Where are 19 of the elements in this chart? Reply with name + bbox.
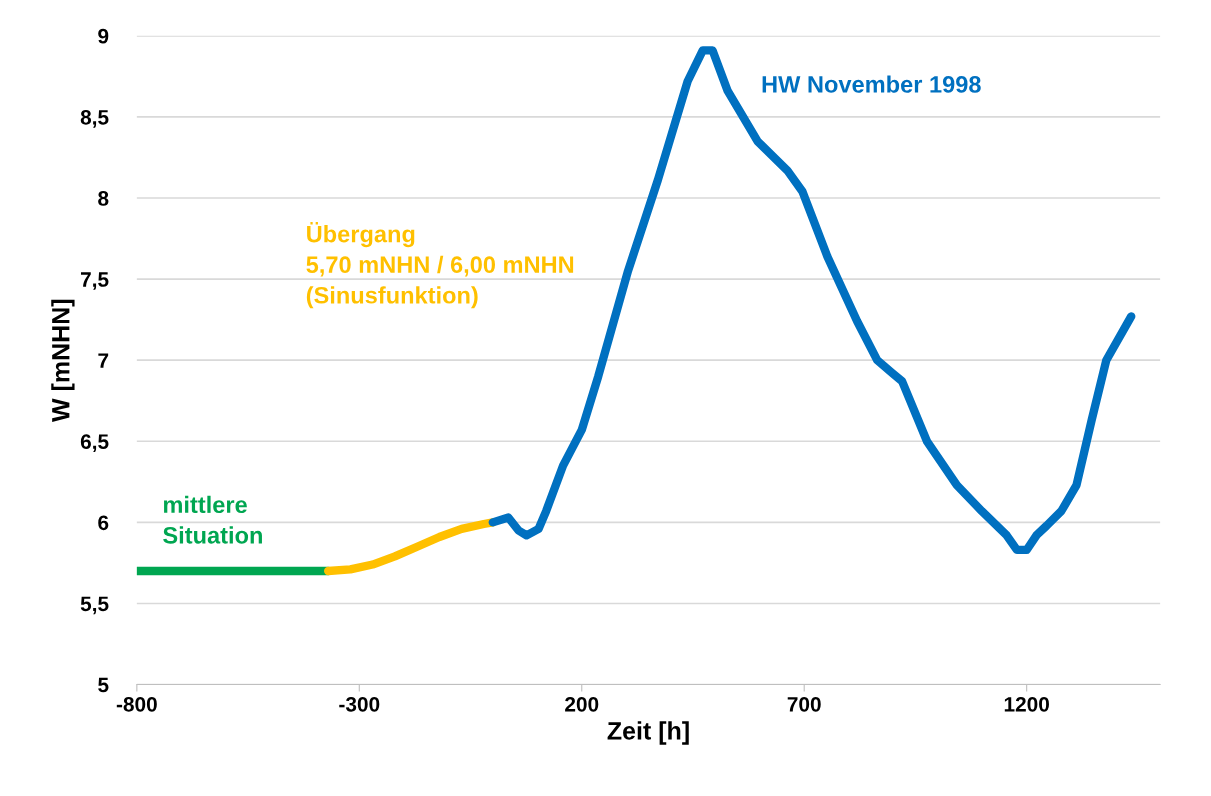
x-tick-label: 200 — [565, 696, 599, 712]
y-tick-label: 8,5 — [80, 109, 109, 128]
y-tick-label: 5,5 — [80, 596, 109, 615]
series-label: HW November 1998 — [762, 75, 981, 93]
y-tick-label: 6 — [98, 515, 109, 531]
x-tick-label: 1200 — [1004, 696, 1049, 712]
x-tick-label: -300 — [339, 696, 380, 712]
y-tick-label: 9 — [98, 28, 109, 44]
x-tick-label: 700 — [787, 696, 821, 712]
y-tick-label: 8 — [98, 191, 109, 206]
y-axis-title: W [mNHN] — [51, 299, 75, 422]
y-tick-label: 5 — [98, 677, 109, 693]
y-tick-label: 6,5 — [80, 434, 109, 453]
text: Übergang 5,70 mNHN / 6,00 mNHN (Sinusfunktion) — [306, 221, 574, 309]
series-label: mittlere Situation — [163, 495, 262, 544]
x-tick-label: -800 — [116, 696, 157, 712]
y-tick-label: 7 — [98, 353, 109, 368]
x-axis-title: Zeit [h] — [607, 721, 689, 745]
y-tick-label: 7,5 — [81, 272, 109, 290]
